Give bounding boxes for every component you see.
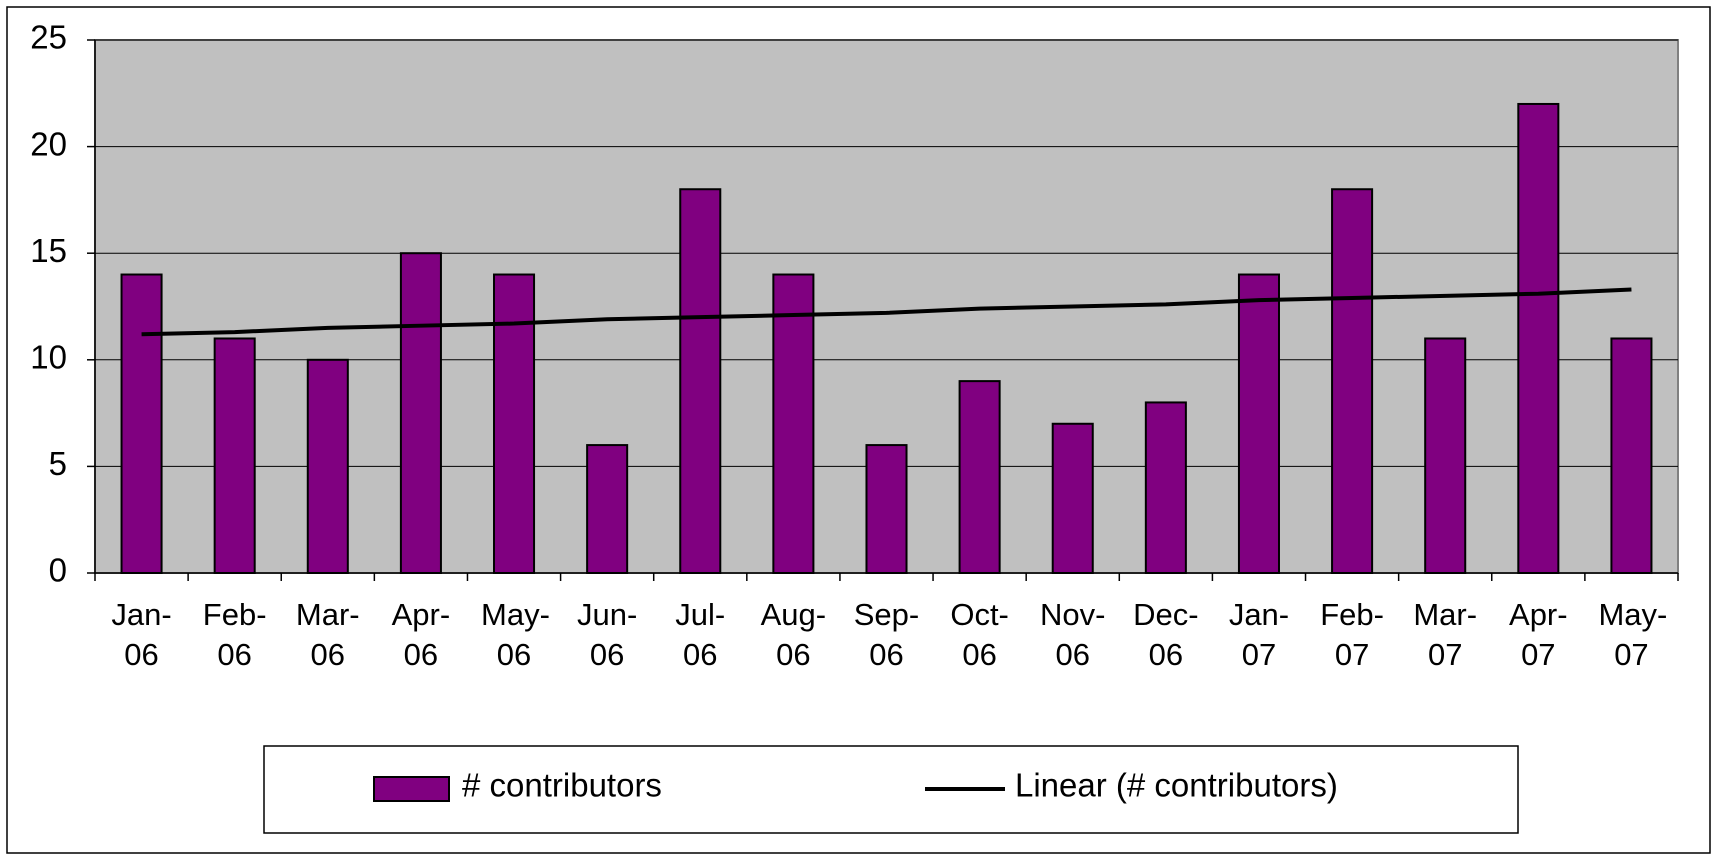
x-tick-label: Apr-06	[391, 597, 451, 672]
x-tick-label: May-06	[481, 597, 550, 672]
y-tick-label: 20	[30, 125, 67, 162]
bar	[1144, 401, 1187, 574]
x-tick-label: Mar-06	[295, 597, 360, 672]
bar	[493, 273, 536, 574]
bar	[1610, 337, 1653, 575]
bar	[586, 444, 629, 574]
trend-line	[141, 287, 1632, 337]
x-tick-label: Feb-07	[1320, 597, 1384, 672]
x-tick-label: Oct-06	[950, 597, 1009, 672]
bar	[679, 188, 722, 575]
bar	[1051, 422, 1094, 575]
legend-label: # contributors	[462, 767, 662, 804]
y-tick-label: 5	[49, 445, 67, 482]
legend-box	[263, 745, 1519, 834]
x-tick-label: Feb-06	[202, 597, 267, 672]
x-tick-label: Jun-06	[576, 597, 638, 672]
y-tick-label: 10	[30, 339, 67, 376]
bar	[1331, 188, 1374, 575]
bar	[865, 444, 908, 574]
bar	[213, 337, 256, 575]
x-tick-label: Dec-06	[1133, 597, 1199, 672]
legend-label: Linear (# contributors)	[1015, 767, 1338, 804]
y-tick-label: 15	[30, 232, 67, 269]
bar	[120, 273, 163, 574]
x-tick-label: Sep-06	[853, 597, 920, 672]
bar	[1424, 337, 1467, 575]
x-tick-label: Mar-07	[1413, 597, 1478, 672]
y-tick-label: 0	[49, 552, 67, 589]
x-tick-label: May-07	[1598, 597, 1668, 672]
bar	[1237, 273, 1280, 574]
bar	[772, 273, 815, 574]
x-tick-label: Nov-06	[1040, 597, 1106, 672]
y-tick-label: 25	[30, 19, 67, 56]
bar	[958, 380, 1001, 574]
x-tick-label: Apr-07	[1509, 597, 1568, 672]
bar	[306, 358, 349, 574]
x-tick-label: Jan-06	[111, 597, 172, 672]
bar	[399, 252, 442, 574]
x-tick-label: Aug-06	[760, 597, 827, 672]
x-tick-label: Jul-06	[675, 597, 726, 672]
bar	[1517, 102, 1560, 575]
x-tick-label: Jan-07	[1228, 597, 1290, 672]
legend-swatch	[373, 776, 450, 802]
